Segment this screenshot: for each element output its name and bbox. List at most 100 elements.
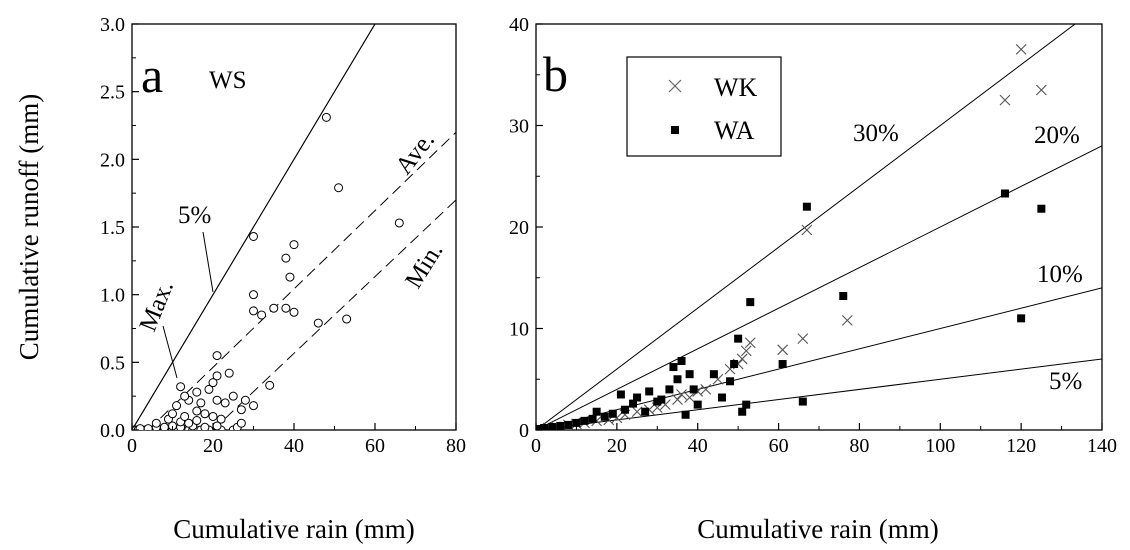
- wa-data-point: [673, 375, 682, 384]
- ws-data-point: [269, 303, 279, 313]
- b-line-5pct: [536, 358, 1102, 430]
- a-x-tick-label: 60: [365, 435, 385, 457]
- wa-data-point: [746, 298, 755, 307]
- panel-b-label: b: [543, 46, 568, 102]
- a-x-tick-label: 20: [203, 435, 223, 457]
- ws-data-point: [212, 395, 222, 405]
- ws-data-point: [313, 318, 323, 328]
- wa-data-point: [726, 377, 735, 386]
- wa-data-point: [778, 360, 787, 369]
- annotation-5pct-leader: [202, 231, 214, 293]
- annotation-max-leader: [162, 325, 178, 379]
- panel-a-site-label: WS: [209, 67, 247, 94]
- ws-data-point: [249, 306, 258, 316]
- wa-data-point: [669, 363, 678, 372]
- annotation-min: Min.: [400, 238, 448, 293]
- ws-data-point: [172, 401, 182, 411]
- annotation-10pct: 10%: [1037, 261, 1083, 288]
- wa-data-point: [685, 370, 694, 379]
- annotation-ave: Ave.: [390, 127, 440, 180]
- ws-data-point: [192, 387, 202, 397]
- ws-data-point: [224, 368, 234, 378]
- b-x-tick-label: 140: [1087, 435, 1117, 457]
- wa-data-point: [572, 418, 581, 427]
- b-x-tick-label: 20: [607, 435, 627, 457]
- ws-data-point: [168, 409, 177, 419]
- ws-data-point: [240, 395, 250, 405]
- ws-data-point: [192, 406, 202, 416]
- panel-a: 0 20 40 60 80 0.0 0.5 1.0 1.5 2.0 2.5 3.0 a WS 5% M…: [14, 14, 466, 544]
- a-line-ave: [147, 131, 456, 430]
- wk-data-point: [801, 224, 813, 236]
- a-y-tick-label: 2.0: [100, 149, 125, 171]
- wa-data-point: [588, 414, 597, 423]
- legend-wk-label: WK: [714, 73, 758, 102]
- wa-data-point: [709, 370, 718, 379]
- panel-a-label: a: [141, 47, 163, 103]
- annotation-max: Max.: [135, 277, 180, 335]
- wk-data-point: [744, 337, 756, 349]
- wa-data-point: [620, 405, 629, 414]
- b-y-tick-label: 0: [519, 420, 529, 442]
- a-y-tick-label: 3.0: [100, 14, 125, 36]
- b-x-tick-label: 80: [849, 435, 869, 457]
- panel-b-ticks: 0 20 40 60 80 100 120 140 0 10 20 30 40: [509, 14, 1117, 457]
- legend-wa-marker: [671, 126, 679, 134]
- ws-data-point: [180, 391, 190, 401]
- panel-b-frame: [535, 23, 1103, 431]
- wk-data-point: [672, 394, 683, 405]
- ws-data-point: [289, 307, 299, 317]
- wa-data-point: [564, 420, 573, 429]
- b-y-tick-label: 30: [509, 116, 529, 138]
- ws-data-point: [176, 382, 186, 392]
- ws-data-point: [143, 424, 153, 430]
- ws-data-point: [249, 231, 258, 241]
- ws-data-point: [257, 310, 267, 320]
- a-y-tick-label: 2.5: [100, 82, 125, 104]
- b-y-tick-label: 20: [509, 217, 529, 239]
- wa-data-point: [730, 360, 739, 369]
- ws-data-point: [334, 183, 344, 193]
- ws-data-point: [212, 351, 222, 361]
- wa-data-point: [629, 399, 638, 408]
- wa-data-point: [677, 356, 686, 365]
- annotation-5pct: 5%: [178, 202, 211, 229]
- ws-data-point: [192, 416, 202, 426]
- legend-box: [626, 56, 782, 157]
- wa-data-point: [689, 385, 698, 394]
- annotation-5pct-b: 5%: [1049, 368, 1082, 395]
- b-y-tick-label: 40: [509, 14, 529, 36]
- wa-data-point: [717, 393, 726, 402]
- ws-data-point: [236, 405, 246, 415]
- ws-data-point: [285, 272, 295, 282]
- a-x-tick-label: 0: [127, 435, 137, 457]
- ws-data-point: [236, 418, 246, 428]
- wa-data-point: [548, 422, 557, 430]
- ws-data-point: [184, 418, 194, 428]
- wa-data-point: [798, 397, 807, 406]
- legend-wa-label: WA: [714, 116, 755, 145]
- wa-data-point: [641, 407, 650, 416]
- wa-data-point: [665, 385, 674, 394]
- ws-data-point: [151, 418, 161, 428]
- b-y-tick-label: 10: [509, 319, 529, 341]
- wa-data-point: [645, 387, 654, 396]
- ws-data-point: [204, 384, 214, 394]
- b-x-tick-label: 0: [531, 435, 541, 457]
- wk-data-point: [740, 345, 752, 357]
- ws-data-point: [321, 112, 331, 122]
- b-line-10pct: [536, 287, 1102, 430]
- ws-data-point: [212, 371, 222, 381]
- ws-data-point: [281, 303, 291, 313]
- wa-data-point: [556, 421, 565, 430]
- b-x-tick-label: 100: [925, 435, 955, 457]
- wa-data-point: [633, 393, 642, 402]
- ws-data-point: [196, 398, 206, 408]
- legend: WK WA: [626, 56, 782, 157]
- a-x-tick-label: 40: [284, 435, 304, 457]
- wa-data-point: [592, 407, 601, 416]
- wa-data-point: [580, 416, 589, 425]
- wa-data-point: [839, 292, 848, 301]
- wk-data-point: [1035, 84, 1047, 96]
- ws-data-point: [208, 411, 218, 421]
